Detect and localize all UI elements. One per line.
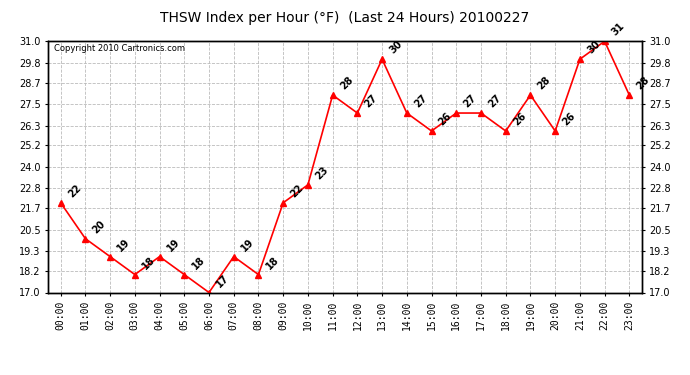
Text: 17: 17 — [215, 272, 231, 289]
Text: 22: 22 — [288, 183, 306, 199]
Text: 27: 27 — [363, 93, 380, 110]
Text: 19: 19 — [165, 236, 181, 253]
Text: 19: 19 — [239, 236, 256, 253]
Text: 28: 28 — [536, 75, 553, 92]
Text: 27: 27 — [486, 93, 503, 110]
Text: 28: 28 — [635, 75, 651, 92]
Text: 30: 30 — [388, 39, 404, 56]
Text: 23: 23 — [313, 165, 330, 181]
Text: Copyright 2010 Cartronics.com: Copyright 2010 Cartronics.com — [55, 44, 185, 53]
Text: 18: 18 — [190, 254, 206, 271]
Text: 31: 31 — [610, 21, 627, 38]
Text: THSW Index per Hour (°F)  (Last 24 Hours) 20100227: THSW Index per Hour (°F) (Last 24 Hours)… — [160, 11, 530, 25]
Text: 30: 30 — [585, 39, 602, 56]
Text: 20: 20 — [91, 219, 108, 235]
Text: 18: 18 — [140, 254, 157, 271]
Text: 26: 26 — [511, 111, 528, 128]
Text: 19: 19 — [116, 236, 132, 253]
Text: 28: 28 — [338, 75, 355, 92]
Text: 27: 27 — [413, 93, 429, 110]
Text: 18: 18 — [264, 254, 281, 271]
Text: 22: 22 — [66, 183, 83, 199]
Text: 26: 26 — [561, 111, 578, 128]
Text: 26: 26 — [437, 111, 454, 128]
Text: 27: 27 — [462, 93, 478, 110]
